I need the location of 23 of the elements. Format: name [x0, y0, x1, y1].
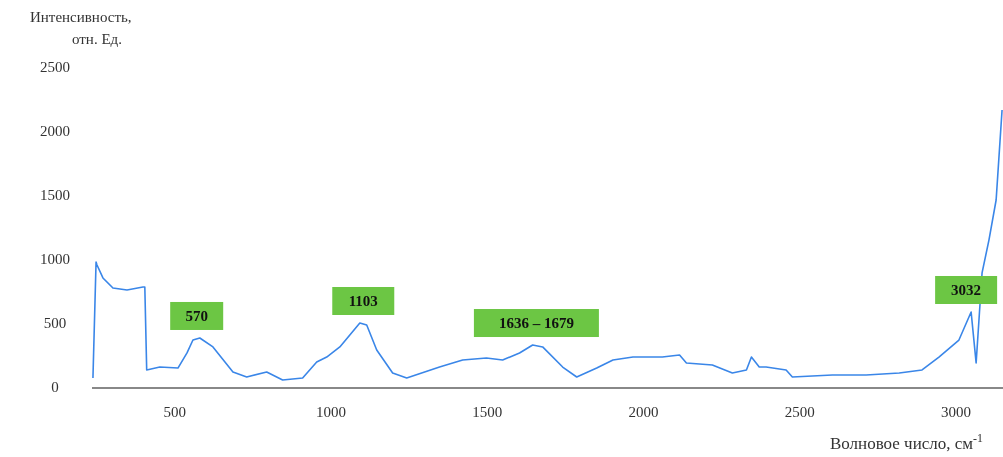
callout-box: 3032: [935, 276, 998, 304]
x-tick-label: 2500: [784, 404, 815, 420]
callout-box: 1636 – 1679: [473, 309, 599, 337]
annotation: 3032: [951, 282, 982, 299]
x-tick-label: 3000: [941, 404, 972, 420]
y-tick-label: 2000: [40, 123, 70, 140]
x-tick-label: 500: [163, 404, 187, 420]
line-series: [92, 109, 1003, 381]
annotation: 570: [185, 308, 208, 325]
x-tick-label: 2000: [628, 404, 659, 420]
annotation: 1636 – 1679: [498, 315, 574, 332]
x-tick-label: 1500: [472, 404, 503, 420]
annotation: 1103: [348, 293, 378, 310]
callout-box: 1103: [332, 287, 395, 315]
y-tick-label: 1500: [40, 187, 70, 204]
y-tick-label: 2500: [40, 59, 70, 76]
x-tick-label: 1000: [316, 404, 347, 420]
x-axis-title: Волновое число, см$^{-1}$: [830, 431, 984, 453]
y-axis-title: Интенсивность, отн. Ед.: [30, 9, 132, 47]
y-tick-label: 500: [43, 315, 67, 332]
callout-box: 570: [170, 302, 224, 330]
y-tick-label: 0: [51, 379, 59, 396]
y-tick-label: 1000: [40, 251, 70, 268]
